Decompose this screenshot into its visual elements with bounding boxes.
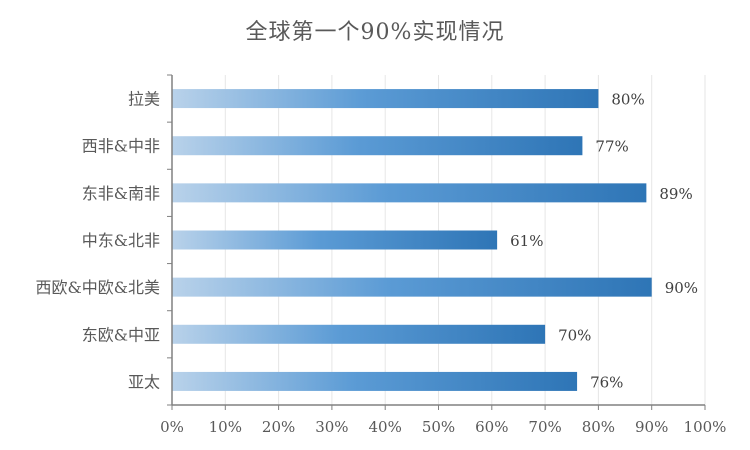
chart-title: 全球第一个90%实现情况 (245, 20, 505, 45)
category-label: 西欧&中欧&北美 (36, 278, 161, 297)
category-label: 中东&北非 (82, 231, 160, 250)
category-label: 亚太 (128, 372, 160, 391)
bars (172, 89, 652, 391)
x-tick-label: 60% (475, 418, 508, 436)
bar (172, 277, 652, 297)
x-tick-label: 100% (684, 418, 727, 436)
x-tick-label: 20% (262, 418, 295, 436)
data-label: 76% (590, 373, 623, 391)
category-label: 东非&南非 (82, 184, 160, 203)
axes (167, 74, 706, 410)
data-label: 90% (665, 279, 698, 297)
x-tick-label: 70% (528, 418, 561, 436)
bar (172, 324, 546, 344)
x-tick-label: 90% (635, 418, 668, 436)
data-label: 61% (510, 232, 543, 250)
bar (172, 230, 498, 250)
x-tick-label: 80% (582, 418, 615, 436)
labels: 0% 10% 20% 30% 40% 50% 60% 70% 80% 90% 100% 拉美 80% 西非… (36, 90, 727, 436)
bar (172, 136, 583, 156)
x-tick-label: 50% (422, 418, 455, 436)
x-tick-label: 10% (209, 418, 242, 436)
category-label: 东欧&中亚 (82, 325, 160, 344)
data-label: 70% (558, 326, 591, 344)
x-tick-label: 40% (369, 418, 402, 436)
data-label: 89% (659, 185, 692, 203)
data-label: 80% (611, 91, 644, 109)
category-label: 西非&中非 (82, 137, 160, 156)
data-label: 77% (595, 138, 628, 156)
category-label: 拉美 (128, 90, 160, 109)
bar (172, 89, 599, 109)
x-tick-label: 0% (160, 418, 184, 436)
bar (172, 183, 647, 203)
x-tick-label: 30% (315, 418, 348, 436)
bar (172, 371, 578, 391)
